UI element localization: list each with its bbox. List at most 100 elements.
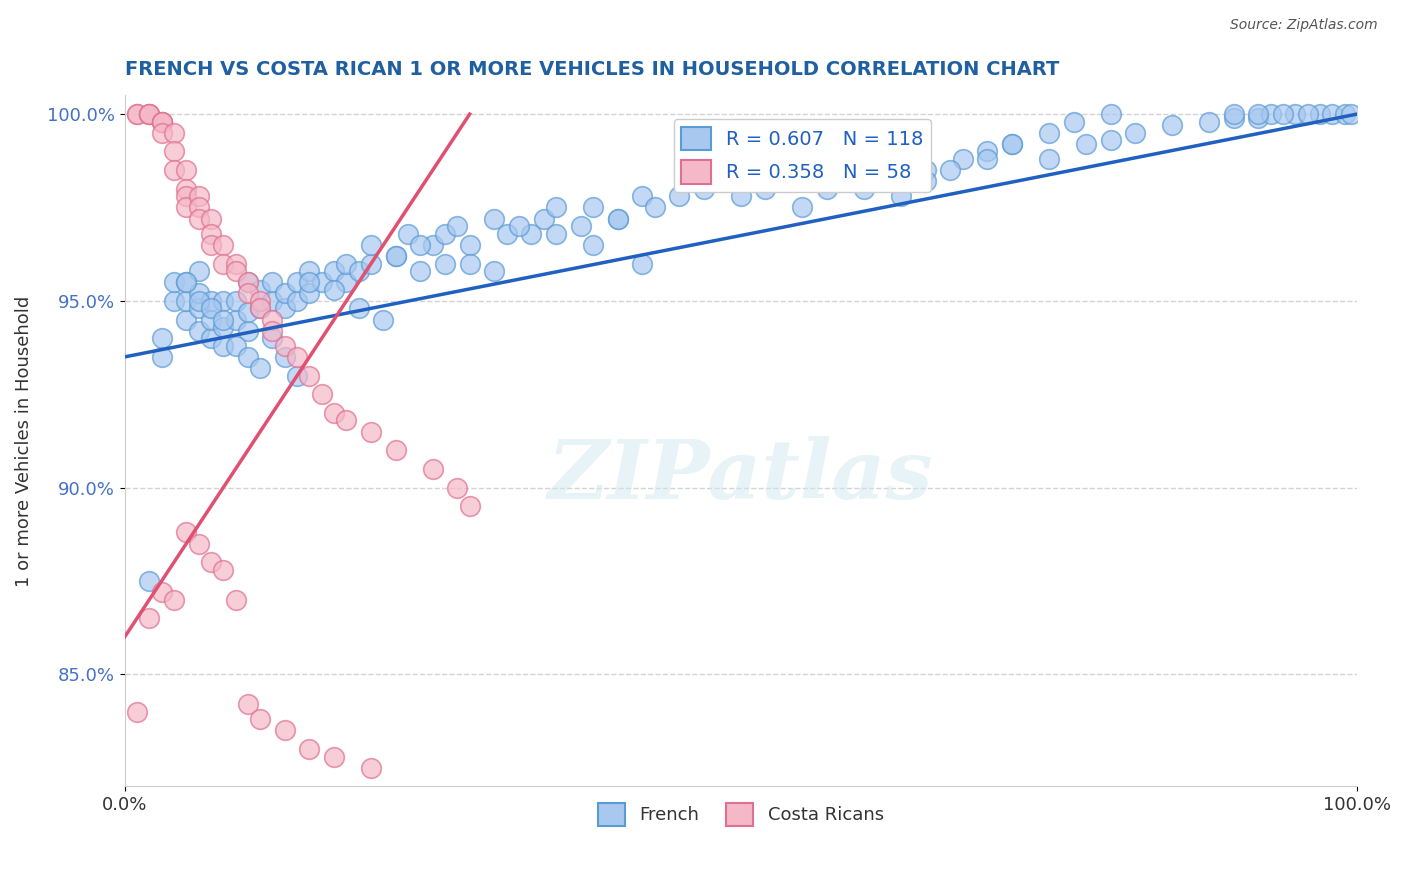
Point (236, 275, 259, 289)
Point (434, 227, 457, 241)
Point (274, 301, 297, 316)
Point (163, 126, 186, 140)
Point (236, 350, 259, 364)
Point (384, 249, 406, 263)
Point (508, 219, 530, 234)
Point (225, 293, 247, 308)
Point (335, 413, 357, 427)
Point (285, 350, 308, 364)
Point (1123, 126, 1146, 140)
Point (174, 525, 197, 540)
Point (754, 182, 776, 196)
Point (200, 312, 222, 326)
Point (187, 189, 209, 203)
Legend: French, Costa Ricans: French, Costa Ricans (591, 797, 891, 833)
Point (225, 592, 247, 607)
Point (212, 293, 235, 308)
Point (446, 481, 468, 495)
Point (274, 350, 297, 364)
Point (262, 312, 284, 326)
Point (323, 264, 346, 278)
Point (458, 256, 481, 270)
Point (187, 301, 209, 316)
Point (150, 114, 173, 128)
Point (1063, 114, 1085, 128)
Point (125, 705, 148, 719)
Point (249, 361, 271, 376)
Point (693, 182, 716, 196)
Point (1198, 114, 1220, 128)
Point (298, 286, 321, 301)
Point (285, 293, 308, 308)
Point (150, 585, 173, 599)
Point (1340, 107, 1362, 121)
Point (150, 350, 173, 364)
Text: Source: ZipAtlas.com: Source: ZipAtlas.com (1230, 18, 1378, 32)
Point (249, 293, 271, 308)
Point (150, 114, 173, 128)
Point (939, 163, 962, 178)
Point (1322, 107, 1344, 121)
Point (163, 163, 186, 178)
Point (174, 163, 197, 178)
Point (668, 189, 690, 203)
Point (644, 201, 666, 215)
Point (212, 237, 235, 252)
Point (200, 331, 222, 345)
Point (484, 264, 506, 278)
Point (323, 749, 346, 764)
Point (976, 145, 998, 159)
Point (285, 368, 308, 383)
Point (484, 211, 506, 226)
Text: ZIPatlas: ZIPatlas (548, 435, 934, 516)
Point (236, 324, 259, 338)
Point (125, 107, 148, 121)
Point (544, 201, 567, 215)
Point (174, 189, 197, 203)
Point (544, 227, 567, 241)
Point (138, 574, 160, 588)
Point (236, 275, 259, 289)
Point (1333, 107, 1355, 121)
Point (1161, 118, 1184, 132)
Point (323, 406, 346, 420)
Point (200, 211, 222, 226)
Point (520, 227, 543, 241)
Point (225, 264, 247, 278)
Point (311, 387, 333, 401)
Point (495, 227, 517, 241)
Point (396, 227, 419, 241)
Point (163, 145, 186, 159)
Point (1099, 107, 1122, 121)
Point (212, 563, 235, 577)
Text: FRENCH VS COSTA RICAN 1 OR MORE VEHICLES IN HOUSEHOLD CORRELATION CHART: FRENCH VS COSTA RICAN 1 OR MORE VEHICLES… (125, 60, 1059, 78)
Point (298, 742, 321, 756)
Point (1284, 107, 1306, 121)
Point (434, 256, 457, 270)
Point (409, 264, 432, 278)
Point (249, 301, 271, 316)
Point (422, 237, 444, 252)
Point (422, 462, 444, 476)
Point (853, 163, 876, 178)
Point (458, 237, 481, 252)
Point (262, 275, 284, 289)
Point (360, 761, 382, 775)
Point (262, 293, 284, 308)
Point (163, 293, 186, 308)
Point (150, 114, 173, 128)
Point (1038, 126, 1060, 140)
Point (853, 182, 876, 196)
Point (212, 312, 235, 326)
Point (274, 339, 297, 353)
Point (1099, 133, 1122, 147)
Point (200, 293, 222, 308)
Point (249, 283, 271, 297)
Point (138, 107, 160, 121)
Point (914, 174, 936, 188)
Point (274, 286, 297, 301)
Point (1272, 107, 1295, 121)
Point (384, 249, 406, 263)
Point (249, 301, 271, 316)
Point (1001, 136, 1024, 151)
